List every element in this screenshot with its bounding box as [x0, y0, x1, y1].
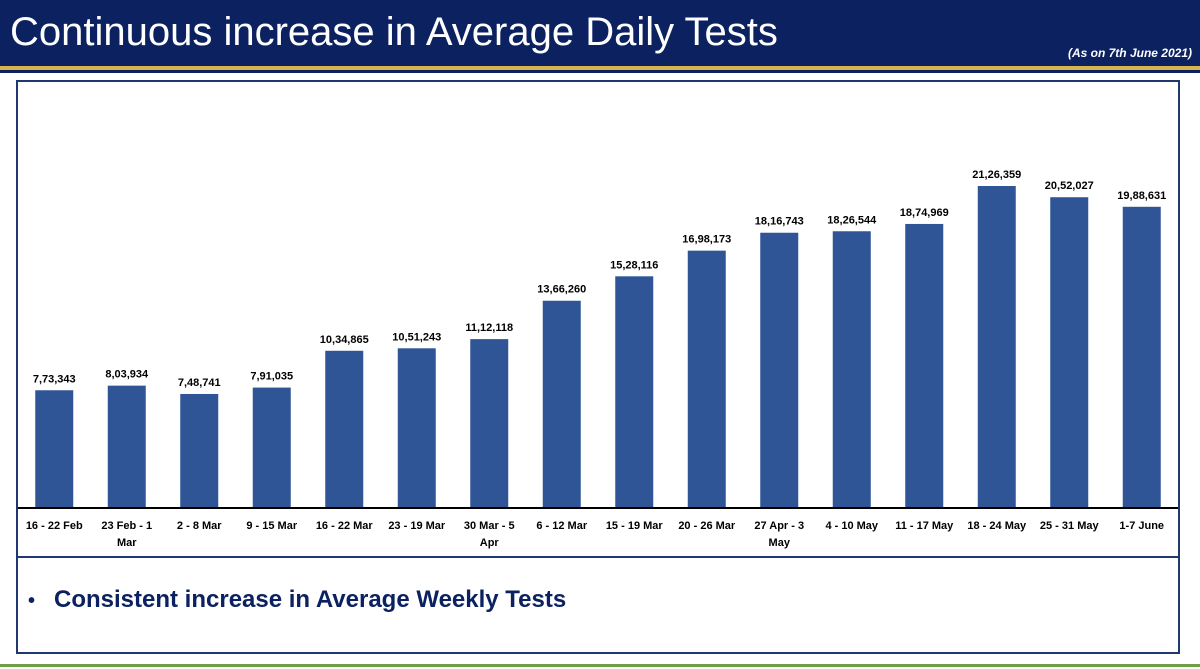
data-label-13: 18,74,969 — [900, 207, 949, 219]
category-label-16: 1-7 June — [1119, 520, 1164, 532]
bar-12 — [832, 231, 871, 508]
category-label-7: 30 Mar - 5 Apr — [464, 520, 515, 549]
header-bar: Continuous increase in Average Daily Tes… — [0, 0, 1200, 66]
data-label-16: 19,88,631 — [1117, 190, 1166, 202]
as-on-date: (As on 7th June 2021) — [1067, 46, 1192, 60]
page-title: Continuous increase in Average Daily Tes… — [10, 10, 778, 54]
bar-16 — [1122, 206, 1161, 507]
bar-8 — [542, 300, 581, 507]
bar-11 — [760, 232, 799, 507]
category-label-8: 6 - 12 Mar — [536, 520, 587, 532]
data-label-3: 7,48,741 — [178, 377, 221, 389]
data-label-11: 18,16,743 — [755, 216, 804, 228]
category-label-14: 18 - 24 May — [967, 520, 1027, 532]
chart-panel: 7,73,343 16 - 22 Feb 8,03,934 23 Feb - 1 Mar… — [16, 80, 1180, 654]
data-label-8: 13,66,260 — [537, 284, 586, 296]
category-label-12: 4 - 10 May — [825, 520, 878, 532]
bar-14 — [977, 186, 1016, 507]
data-label-4: 7,91,035 — [250, 371, 293, 383]
bar-13 — [905, 223, 944, 507]
bullet-icon: • — [28, 590, 36, 612]
category-label-3: 2 - 8 Mar — [177, 520, 222, 532]
bar-5 — [325, 350, 364, 507]
data-label-6: 10,51,243 — [392, 331, 441, 343]
data-label-1: 7,73,343 — [33, 373, 76, 385]
bar-7 — [470, 339, 509, 507]
bar-2 — [107, 385, 146, 507]
data-label-2: 8,03,934 — [105, 369, 149, 381]
category-label-9: 15 - 19 Mar — [606, 520, 664, 532]
category-label-1: 16 - 22 Feb — [26, 520, 83, 532]
bar-4 — [252, 387, 291, 507]
bar-1 — [35, 390, 74, 507]
data-label-7: 11,12,118 — [465, 322, 513, 334]
data-label-5: 10,34,865 — [320, 334, 369, 346]
bar-chart: 7,73,343 16 - 22 Feb 8,03,934 23 Feb - 1 Mar… — [18, 169, 1178, 549]
data-label-10: 16,98,173 — [682, 234, 731, 246]
bar-10 — [687, 250, 726, 507]
category-label-11: 27 Apr - 3 May — [754, 520, 804, 549]
category-label-6: 23 - 19 Mar — [388, 520, 446, 532]
footer-green-rule — [0, 664, 1200, 667]
header-blue-rule — [0, 70, 1200, 73]
category-label-4: 9 - 15 Mar — [246, 520, 297, 532]
bar-9 — [615, 276, 654, 507]
bullet-text: Consistent increase in Average Weekly Te… — [54, 586, 567, 613]
category-label-5: 16 - 22 Mar — [316, 520, 374, 532]
data-label-15: 20,52,027 — [1045, 180, 1094, 192]
category-label-15: 25 - 31 May — [1040, 520, 1100, 532]
data-label-14: 21,26,359 — [972, 169, 1021, 181]
panel-divider — [18, 556, 1178, 558]
category-label-2: 23 Feb - 1 Mar — [101, 520, 152, 549]
category-label-13: 11 - 17 May — [895, 520, 954, 532]
data-label-9: 15,28,116 — [610, 259, 658, 271]
header-gold-rule — [0, 66, 1200, 70]
bar-3 — [180, 393, 219, 507]
bar-6 — [397, 348, 436, 507]
bullet-note: • Consistent increase in Average Weekly T… — [28, 586, 566, 614]
category-label-10: 20 - 26 Mar — [678, 520, 736, 532]
data-label-12: 18,26,544 — [827, 214, 877, 226]
bar-15 — [1050, 197, 1089, 508]
